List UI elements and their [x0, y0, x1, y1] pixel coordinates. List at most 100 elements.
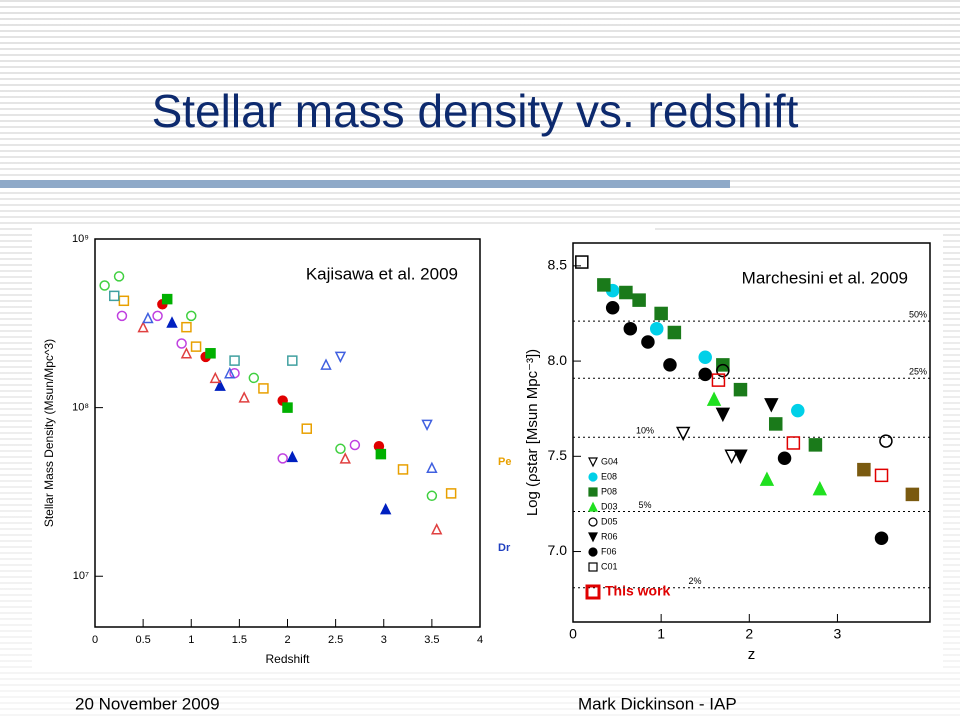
marker	[248, 372, 260, 384]
marker	[190, 341, 202, 352]
reference-label: 5%	[638, 500, 651, 510]
marker	[209, 371, 222, 384]
y-tick-label: 10⁹	[72, 233, 89, 245]
marker	[181, 321, 192, 333]
title-bar	[0, 180, 730, 188]
marker	[879, 434, 893, 448]
y-tick-label: 8.0	[548, 352, 568, 368]
x-tick-label: 1	[657, 626, 665, 642]
y-axis-label: Log (ρstar [Msun Mpc⁻³])	[524, 349, 541, 516]
legend-label: G04	[601, 456, 618, 466]
marker	[786, 436, 801, 450]
x-tick-label: 1.5	[232, 634, 247, 646]
marker	[426, 461, 438, 473]
marker	[663, 358, 677, 372]
marker	[588, 547, 598, 557]
x-tick-label: 2.5	[328, 634, 343, 646]
marker	[588, 487, 598, 497]
marker	[430, 523, 443, 535]
marker	[176, 338, 187, 349]
marker	[588, 517, 598, 527]
marker	[186, 310, 197, 322]
marker	[654, 306, 668, 321]
marker	[334, 351, 347, 364]
reference-label: 2%	[688, 576, 701, 586]
legend-label: R06	[601, 531, 618, 541]
legend-label: D03	[601, 501, 618, 511]
reference-label: 25%	[909, 367, 927, 377]
marker	[649, 321, 664, 336]
marker	[667, 325, 682, 340]
marker	[286, 450, 299, 463]
marker	[759, 471, 775, 486]
marker	[426, 490, 438, 502]
marker	[632, 293, 646, 307]
marker	[116, 310, 128, 322]
marker	[113, 271, 125, 282]
y-axis-label: Stellar Mass Density (Msun/Mpc^3)	[42, 339, 56, 527]
y-tick-label: 10⁸	[72, 402, 89, 414]
x-axis-label: Redshift	[265, 652, 310, 666]
marker	[238, 391, 250, 403]
marker	[724, 449, 739, 464]
x-tick-label: 1	[188, 634, 194, 646]
marker	[320, 358, 332, 370]
marker	[152, 310, 163, 322]
marker	[597, 278, 611, 292]
chart-annotation: Kajisawa et al. 2009	[306, 264, 458, 283]
marker	[205, 348, 216, 359]
marker	[619, 285, 633, 300]
x-tick-label: 3.5	[424, 634, 439, 646]
x-tick-label: 0	[92, 634, 98, 646]
slide-title: Stellar mass density vs. redshift	[152, 85, 799, 137]
marker	[214, 379, 226, 391]
legend-label: E08	[601, 471, 617, 481]
marker	[277, 453, 288, 464]
marker	[588, 562, 598, 572]
marker	[421, 419, 433, 432]
marker	[301, 423, 312, 434]
legend-label: F06	[601, 546, 617, 556]
marker	[588, 457, 598, 468]
x-tick-label: 0.5	[135, 634, 150, 646]
marker	[142, 311, 154, 324]
marker	[99, 280, 110, 291]
marker	[349, 439, 361, 451]
marker	[808, 438, 823, 452]
marker	[874, 468, 889, 483]
marker	[287, 355, 298, 366]
marker	[857, 462, 871, 477]
marker	[812, 481, 828, 496]
legend-label: This work	[605, 583, 671, 599]
marker	[764, 398, 779, 413]
marker	[733, 449, 748, 464]
legend-label: D05	[601, 516, 618, 526]
marker	[698, 367, 712, 382]
y-tick-label: 10⁷	[73, 570, 89, 582]
x-tick-label: 4	[477, 634, 483, 646]
marker	[282, 402, 293, 413]
y-tick-label: 7.0	[548, 542, 568, 558]
marker	[137, 320, 149, 333]
marker	[905, 487, 920, 502]
marker	[229, 355, 240, 366]
marker	[224, 367, 236, 379]
x-tick-label: 2	[745, 626, 753, 642]
x-tick-label: 2	[284, 634, 290, 646]
marker	[641, 335, 655, 349]
marker	[777, 451, 792, 465]
y-tick-label: 7.5	[548, 447, 568, 463]
marker	[339, 452, 351, 464]
right-panel	[497, 232, 943, 668]
marker	[711, 373, 726, 387]
cut-label: Pe	[498, 456, 511, 468]
footer-author: Mark Dickinson - IAP	[578, 694, 737, 713]
legend-label: C01	[601, 561, 618, 571]
marker	[397, 464, 409, 475]
marker	[588, 472, 598, 482]
marker	[180, 347, 193, 359]
marker	[588, 501, 598, 512]
cut-label: Dr	[498, 542, 511, 554]
